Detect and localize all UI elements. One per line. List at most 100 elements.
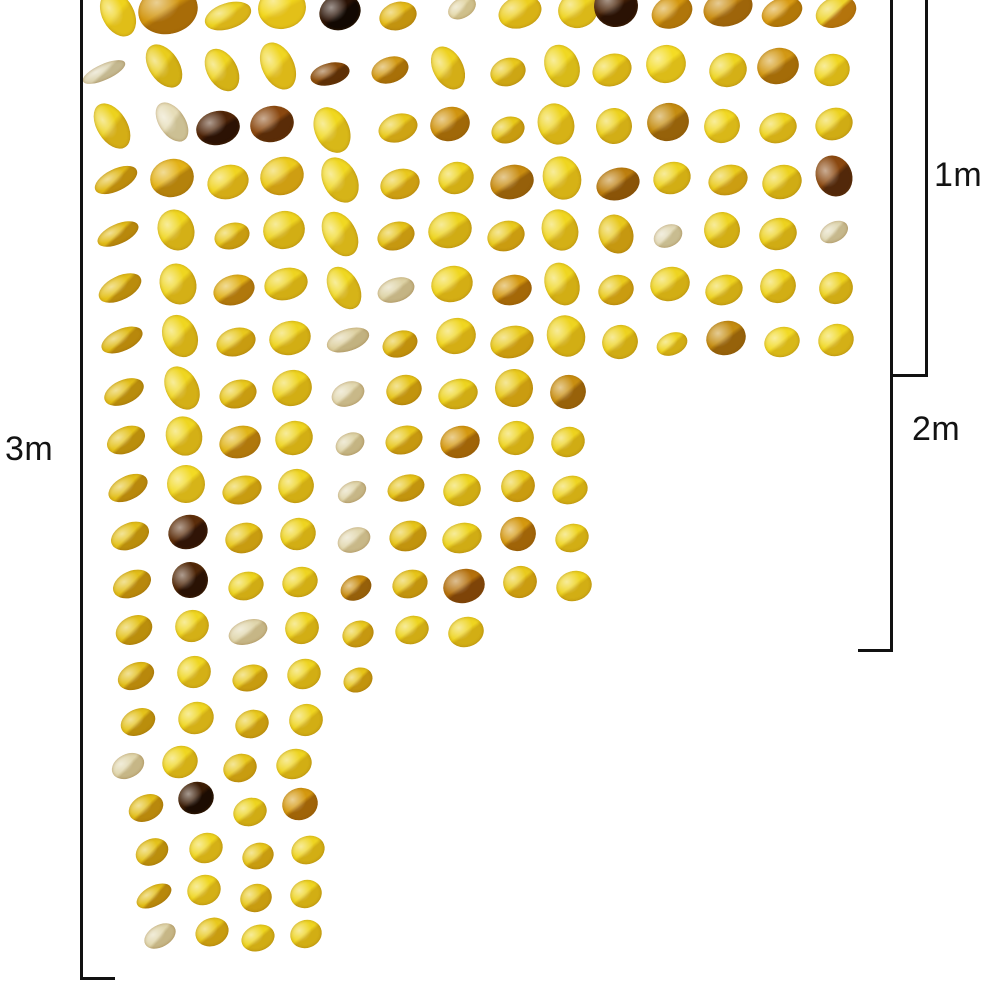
- seed-particle: [106, 515, 154, 557]
- seed-particle: [133, 0, 203, 40]
- seed-particle: [490, 364, 538, 412]
- seed-particle: [273, 464, 319, 508]
- seed-particle: [537, 38, 587, 94]
- seed-particle: [814, 267, 858, 309]
- seed-particle: [592, 162, 644, 206]
- seed-particle: [649, 219, 687, 253]
- seed-particle: [228, 660, 272, 696]
- seed-particle: [385, 515, 431, 557]
- seed-particle: [306, 100, 358, 160]
- dimension-3m-foot: [80, 977, 115, 980]
- seed-particle: [378, 325, 422, 363]
- seed-particle: [381, 420, 427, 460]
- seed-particle: [548, 471, 592, 509]
- seed-particle: [391, 611, 433, 649]
- seed-particle: [270, 415, 318, 461]
- seed-particle: [486, 321, 538, 363]
- seed-particle: [282, 654, 326, 694]
- seed-particle: [373, 216, 419, 256]
- seed-particle: [102, 419, 150, 461]
- seed-particle: [495, 511, 541, 557]
- seed-particle: [236, 879, 276, 917]
- seed-particle: [809, 48, 855, 92]
- seed-particle: [259, 206, 309, 254]
- seed-particle: [210, 218, 254, 254]
- seed-particle: [252, 36, 304, 96]
- seed-particle: [643, 98, 693, 146]
- seed-particle: [86, 96, 138, 156]
- seed-particle: [537, 257, 587, 311]
- seed-particle: [486, 53, 530, 91]
- seed-particle: [173, 776, 219, 820]
- seed-particle: [587, 48, 637, 92]
- seed-particle: [436, 421, 484, 463]
- seed-particle: [551, 519, 593, 557]
- seed-particle: [278, 562, 322, 602]
- seed-particle: [255, 0, 309, 33]
- seed-particle: [155, 308, 205, 364]
- seed-particle: [439, 564, 489, 608]
- seed-particle: [224, 567, 268, 605]
- seed-particle: [388, 565, 432, 603]
- seed-particle: [426, 102, 474, 146]
- seed-particle: [238, 838, 278, 874]
- seed-particle: [192, 106, 244, 150]
- seed-particle: [755, 213, 801, 255]
- seed-particle: [547, 422, 589, 462]
- seed-particle: [190, 912, 234, 952]
- seed-particle: [246, 101, 298, 147]
- dimension-1m-rule: [925, 0, 928, 377]
- seed-particle: [702, 316, 750, 360]
- seed-particle: [212, 323, 260, 361]
- seed-particle: [157, 360, 207, 416]
- seed-particle: [157, 740, 203, 784]
- seed-particle: [757, 0, 807, 33]
- seed-particle: [646, 262, 694, 306]
- seed-particle: [132, 878, 176, 914]
- seed-particle: [339, 662, 377, 698]
- seed-particle: [319, 260, 369, 316]
- seed-particle: [267, 365, 317, 411]
- dimension-2m-label: 2m: [912, 410, 961, 448]
- seed-particle: [591, 103, 637, 149]
- seed-particle: [498, 561, 542, 603]
- seed-particle: [314, 0, 366, 37]
- seed-particle: [113, 656, 159, 696]
- dimension-3m-label: 3m: [5, 430, 54, 468]
- seed-particle: [139, 917, 181, 955]
- seed-particle: [219, 749, 261, 787]
- seed-particle: [151, 203, 201, 257]
- seed-particle: [423, 40, 473, 96]
- seed-particle: [646, 0, 698, 35]
- seed-particle: [221, 518, 267, 558]
- seed-particle: [170, 604, 214, 648]
- seed-particle: [438, 518, 486, 558]
- dimension-2m-rule: [890, 0, 893, 652]
- seed-particle: [260, 263, 312, 305]
- seed-particle: [433, 156, 479, 200]
- dimension-1m-label: 1m: [934, 156, 983, 194]
- seed-particle: [79, 55, 129, 89]
- dimension-3m-rule: [80, 0, 83, 980]
- seed-particle: [215, 420, 265, 464]
- seed-particle: [202, 159, 254, 205]
- seed-particle: [486, 160, 538, 204]
- seed-particle: [280, 607, 324, 649]
- seed-particle: [699, 207, 745, 253]
- seed-particle: [648, 156, 696, 200]
- seed-particle: [444, 0, 480, 25]
- seed-particle: [444, 612, 488, 652]
- seed-particle: [307, 58, 353, 90]
- seed-particle: [374, 108, 422, 148]
- seed-particle: [286, 915, 326, 953]
- seed-particle: [375, 0, 421, 35]
- seed-particle: [163, 509, 213, 555]
- seed-particle: [434, 374, 482, 414]
- seed-particle: [131, 832, 173, 872]
- seed-particle: [284, 699, 328, 741]
- seed-particle: [374, 272, 418, 308]
- seed-particle: [124, 788, 168, 828]
- seed-particle: [116, 702, 160, 742]
